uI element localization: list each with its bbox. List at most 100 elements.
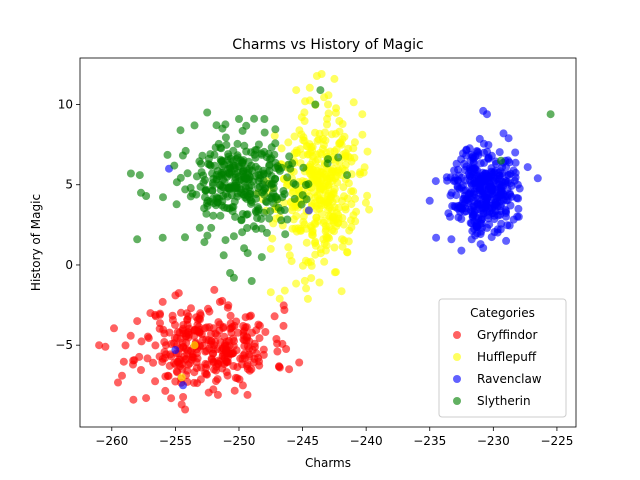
data-point: [493, 228, 502, 237]
data-point: [317, 70, 326, 78]
data-point: [210, 341, 219, 350]
data-point: [271, 139, 280, 148]
data-point: [300, 276, 309, 285]
data-point: [222, 368, 231, 377]
data-point: [332, 268, 340, 277]
data-point: [252, 224, 260, 233]
data-point: [331, 108, 340, 117]
x-tick-label: −245: [286, 434, 319, 448]
data-point: [267, 180, 276, 189]
x-tick-label: −255: [159, 434, 192, 448]
data-point: [273, 195, 282, 204]
data-point: [243, 390, 252, 399]
data-point: [288, 224, 297, 233]
data-point: [203, 108, 212, 117]
data-point: [218, 124, 227, 133]
data-point: [295, 358, 304, 367]
data-point: [469, 211, 478, 219]
data-point: [181, 355, 190, 364]
series-ravenclaw: [165, 106, 542, 390]
data-point: [183, 366, 192, 375]
data-point: [285, 152, 294, 161]
data-point: [497, 219, 506, 228]
data-point: [315, 278, 324, 287]
data-point: [511, 148, 520, 157]
data-point: [320, 257, 329, 266]
data-point: [233, 189, 242, 198]
series-gryffindor: [95, 285, 304, 414]
y-axis: −5 0 5 10: [55, 98, 80, 352]
data-point: [95, 341, 104, 350]
data-point: [452, 159, 461, 168]
data-point: [447, 235, 456, 244]
data-point: [312, 213, 321, 222]
data-point: [212, 377, 220, 386]
data-point: [241, 182, 250, 191]
data-point: [334, 153, 343, 162]
data-point: [299, 217, 308, 226]
y-tick-label: 5: [65, 178, 73, 192]
data-point: [202, 323, 211, 332]
data-point: [203, 231, 212, 240]
data-point: [465, 144, 474, 153]
data-point: [502, 236, 511, 245]
data-point: [225, 183, 234, 192]
data-point: [297, 200, 306, 209]
data-point: [277, 216, 286, 225]
data-point: [277, 144, 286, 153]
data-point: [311, 157, 320, 166]
data-point: [119, 357, 128, 366]
data-point: [324, 198, 333, 207]
data-point: [271, 163, 280, 172]
data-point: [245, 350, 254, 359]
data-point: [431, 177, 440, 186]
data-point: [497, 156, 505, 165]
data-point: [501, 208, 510, 217]
data-point: [324, 155, 332, 164]
data-point: [221, 133, 230, 142]
data-point: [203, 196, 212, 205]
data-point: [338, 164, 347, 173]
data-point: [171, 377, 180, 386]
data-point: [209, 385, 218, 394]
data-point: [142, 192, 151, 200]
data-point: [321, 128, 329, 137]
data-point: [477, 216, 486, 225]
data-point: [363, 191, 372, 200]
data-point: [137, 337, 146, 346]
data-point: [479, 139, 488, 148]
data-point: [248, 166, 256, 175]
data-point: [250, 342, 259, 351]
data-point: [350, 138, 359, 147]
data-point: [243, 210, 252, 219]
data-point: [480, 169, 489, 178]
data-point: [494, 168, 503, 177]
data-point: [240, 244, 249, 253]
data-point: [349, 98, 358, 107]
data-point: [484, 154, 493, 163]
data-point: [219, 175, 228, 184]
data-point: [356, 168, 364, 177]
data-point: [190, 341, 199, 350]
data-point: [324, 165, 333, 174]
data-point: [257, 224, 266, 233]
data-point: [319, 235, 328, 244]
x-tick-label: −250: [222, 434, 255, 448]
data-point: [275, 362, 284, 371]
data-point: [223, 358, 232, 367]
data-point: [324, 91, 333, 100]
data-point: [347, 187, 356, 196]
data-point: [207, 223, 216, 232]
data-point: [275, 294, 284, 303]
data-point: [129, 395, 138, 404]
data-point: [226, 311, 235, 320]
data-point: [101, 342, 110, 351]
data-point: [447, 188, 456, 197]
data-point: [450, 166, 459, 175]
data-point: [218, 157, 227, 166]
data-point: [311, 100, 320, 109]
data-point: [233, 183, 241, 192]
data-point: [260, 115, 269, 123]
data-point: [280, 286, 289, 295]
data-point: [265, 214, 274, 223]
